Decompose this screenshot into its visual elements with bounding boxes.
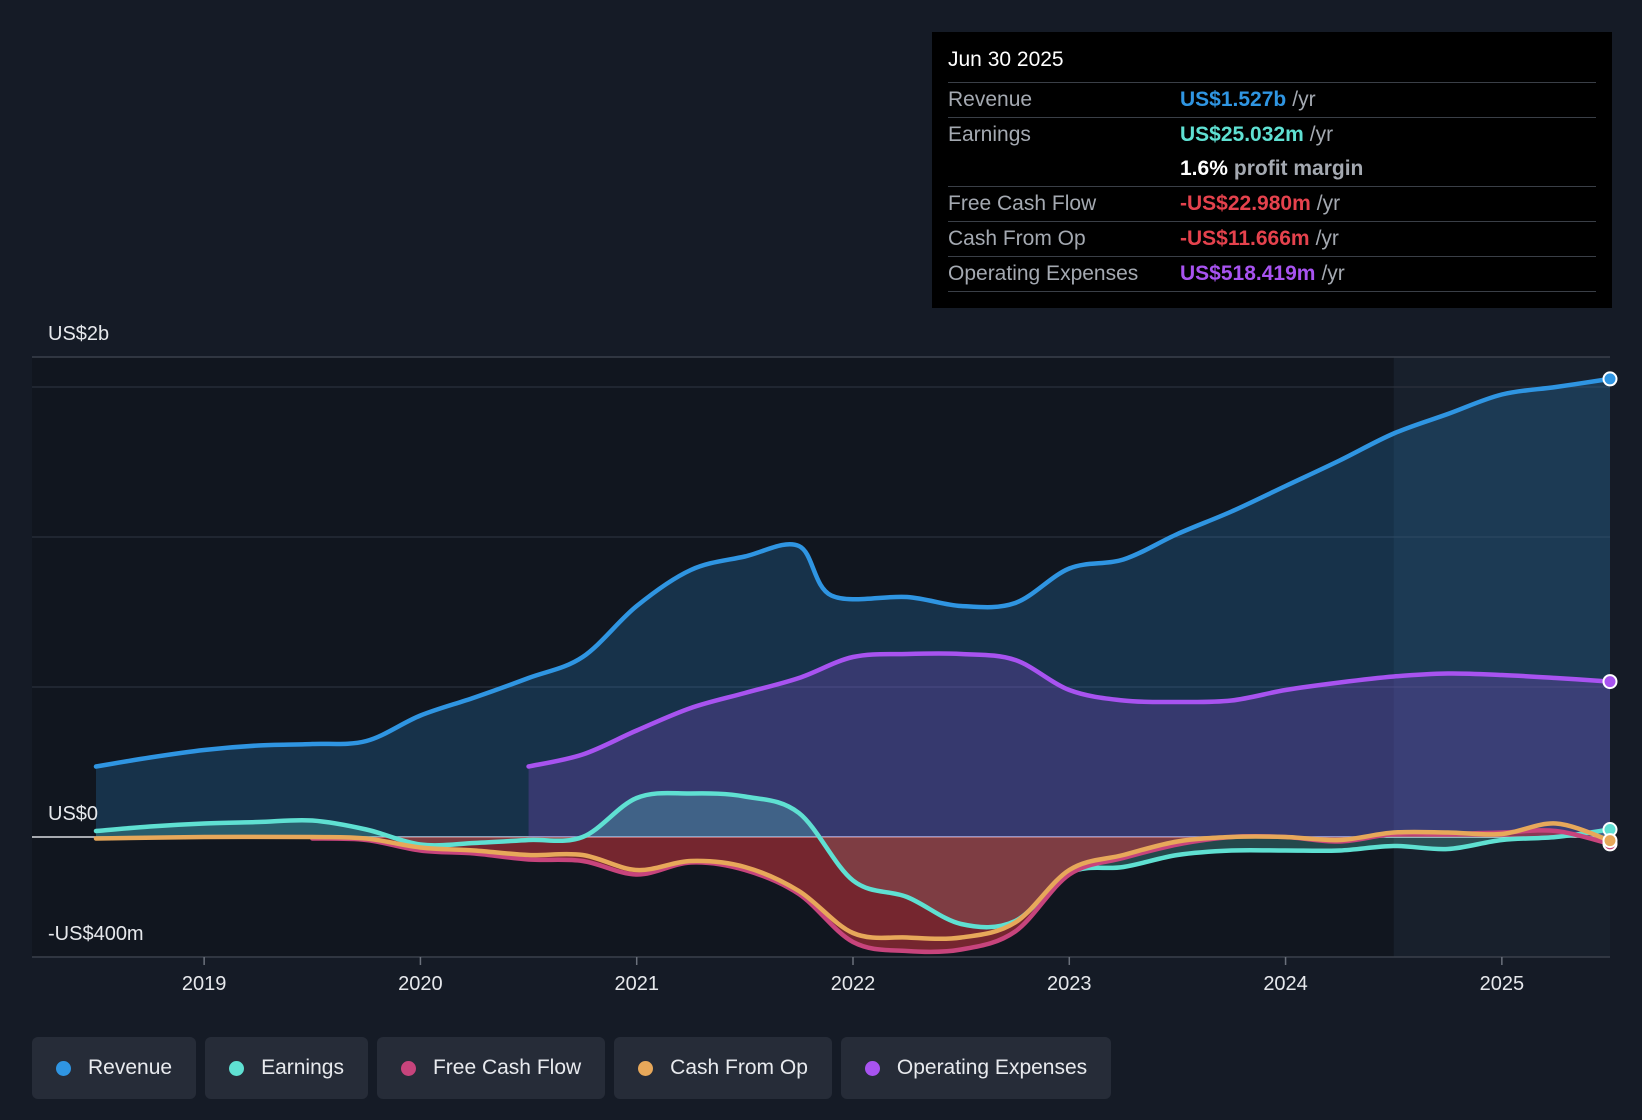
operating-expenses-end-marker xyxy=(1602,674,1618,690)
forecast-highlight xyxy=(1393,357,1610,957)
x-tick-label: 2024 xyxy=(1263,973,1308,995)
legend: Revenue Earnings Free Cash Flow Cash Fro… xyxy=(32,1037,1112,1099)
x-tick-label: 2021 xyxy=(614,973,659,995)
free-cash-flow-area xyxy=(312,830,1611,952)
series-lines xyxy=(93,376,1613,955)
x-axis: 2019 2020 2021 2022 2023 2024 2025 xyxy=(182,957,1524,995)
legend-item-operating-expenses[interactable]: Operating Expenses xyxy=(840,1037,1112,1099)
tooltip-label: Revenue xyxy=(948,88,1033,111)
x-tick-label: 2020 xyxy=(398,973,443,995)
tooltip-row-earnings: Earnings US$25.032m /yr xyxy=(948,118,1596,152)
legend-item-free-cash-flow[interactable]: Free Cash Flow xyxy=(376,1037,606,1099)
y-label-zero: US$0 xyxy=(48,803,98,825)
tooltip-row-opex: Operating Expenses US$518.419m /yr xyxy=(948,257,1596,292)
tooltip-label: Operating Expenses xyxy=(948,262,1139,285)
legend-item-cash-from-op[interactable]: Cash From Op xyxy=(614,1037,832,1099)
tooltip-value: 1.6% xyxy=(1180,157,1228,180)
series-fills xyxy=(96,378,1611,952)
legend-dot-icon xyxy=(56,1060,71,1076)
tooltip-unit: /yr xyxy=(1316,192,1341,215)
legend-label: Free Cash Flow xyxy=(432,1056,582,1079)
tooltip-value: US$25.032m xyxy=(1180,123,1304,146)
tooltip-value: US$1.527b xyxy=(1180,88,1287,111)
tooltip-value: -US$11.666m xyxy=(1180,227,1310,250)
tooltip-date: Jun 30 2025 xyxy=(948,46,1596,83)
revenue-end-marker xyxy=(1602,371,1618,387)
tooltip-unit: profit margin xyxy=(1233,157,1364,180)
legend-dot-icon xyxy=(229,1060,245,1076)
tooltip-value: US$518.419m xyxy=(1180,262,1316,285)
tooltip-row-fcf: Free Cash Flow -US$22.980m /yr xyxy=(948,187,1596,222)
legend-dot-icon xyxy=(638,1060,654,1076)
x-tick-label: 2022 xyxy=(831,973,876,995)
legend-label: Earnings xyxy=(261,1056,344,1079)
legend-label: Revenue xyxy=(88,1056,173,1079)
revenue-area xyxy=(96,378,1610,837)
x-tick-label: 2019 xyxy=(182,973,227,995)
cash-from-op-end-marker xyxy=(1602,833,1618,849)
revenue-line xyxy=(93,376,1613,769)
earnings-line xyxy=(93,790,1613,930)
tooltip-value: -US$22.980m xyxy=(1180,192,1311,215)
cash-from-op-line xyxy=(93,821,1613,942)
tooltip-row-revenue: Revenue US$1.527b /yr xyxy=(948,83,1596,118)
y-label-bottom: -US$400m xyxy=(48,923,144,945)
tooltip-row-cfo: Cash From Op -US$11.666m /yr xyxy=(948,222,1596,257)
legend-dot-icon xyxy=(864,1060,880,1076)
tooltip-unit: /yr xyxy=(1315,227,1339,250)
operating-expenses-area xyxy=(528,653,1610,837)
legend-label: Cash From Op xyxy=(670,1056,808,1079)
tooltip-label: Free Cash Flow xyxy=(948,192,1097,215)
tooltip-row-margin: 1.6% profit margin xyxy=(948,152,1596,187)
tooltip-panel: Jun 30 2025 Revenue US$1.527b /yr Earnin… xyxy=(932,32,1612,308)
x-tick-label: 2023 xyxy=(1047,973,1092,995)
legend-dot-icon xyxy=(400,1060,416,1076)
y-label-top: US$2b xyxy=(48,323,109,345)
legend-item-revenue[interactable]: Revenue xyxy=(32,1037,197,1099)
operating-expenses-line xyxy=(526,651,1613,769)
legend-label: Operating Expenses xyxy=(896,1056,1088,1079)
legend-item-earnings[interactable]: Earnings xyxy=(205,1037,368,1099)
tooltip-unit: /yr xyxy=(1309,123,1334,146)
tooltip-unit: /yr xyxy=(1321,262,1345,285)
tooltip-label: Cash From Op xyxy=(948,227,1086,250)
end-markers xyxy=(1602,371,1618,852)
tooltip-label: Earnings xyxy=(948,123,1031,146)
tooltip-unit: /yr xyxy=(1292,88,1316,111)
x-tick-label: 2025 xyxy=(1480,973,1525,995)
